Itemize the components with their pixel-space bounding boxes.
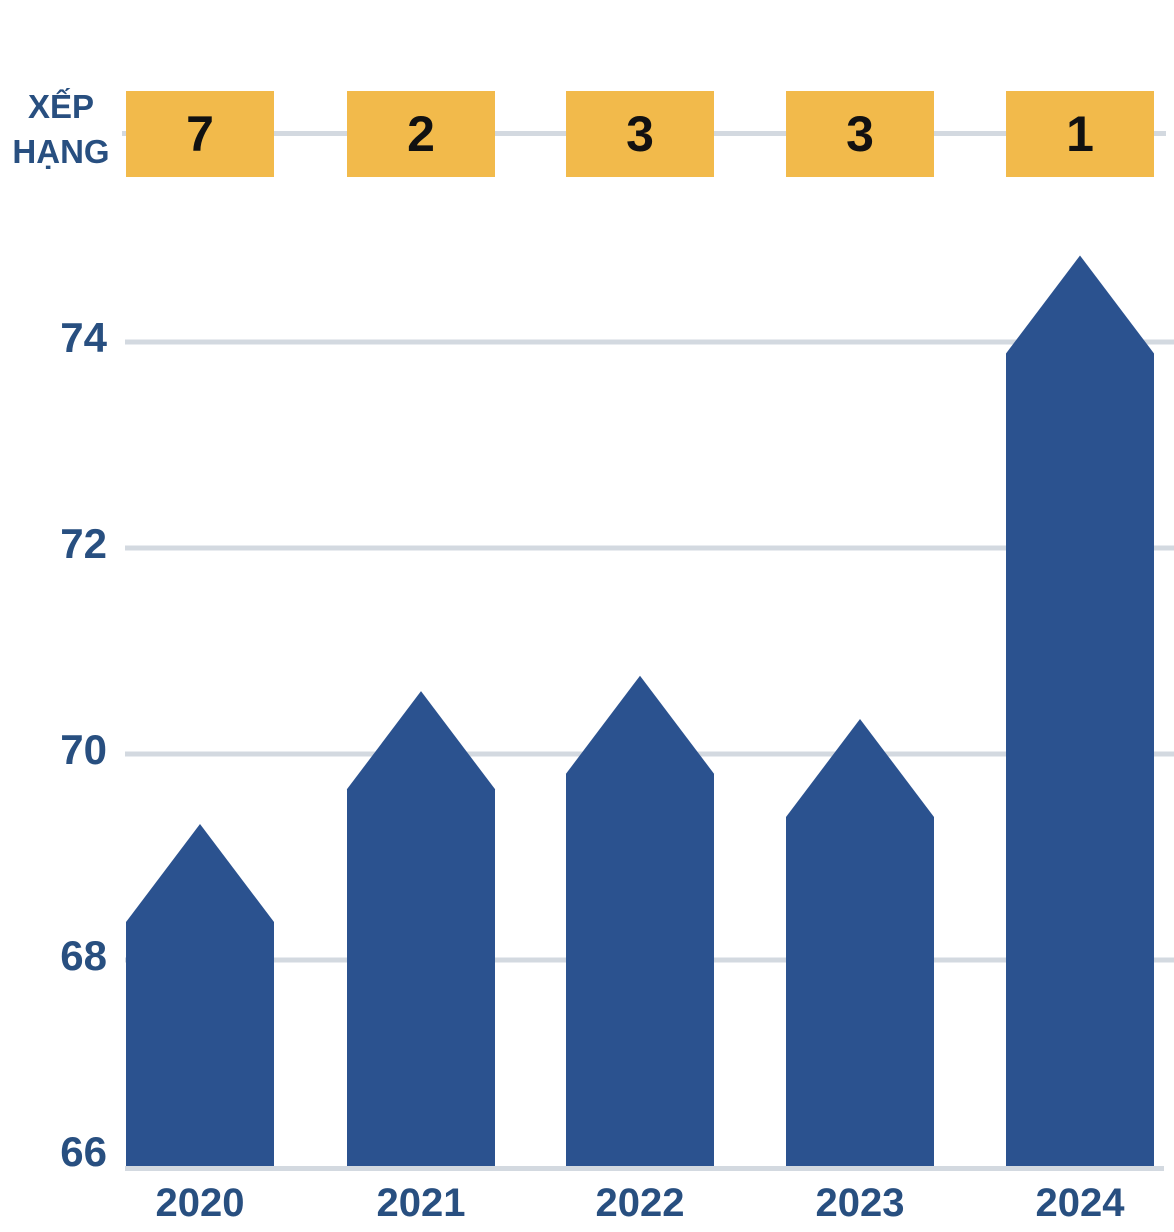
y-tick-label-70: 70 bbox=[60, 726, 107, 773]
rank-box-2024: 1 bbox=[1006, 91, 1154, 177]
bar-2020 bbox=[126, 824, 274, 1166]
rank-box-2021: 2 bbox=[347, 91, 495, 177]
bar-2024 bbox=[1006, 255, 1154, 1167]
x-tick-label-2024: 2024 bbox=[1036, 1181, 1126, 1225]
rank-box-2020: 7 bbox=[126, 91, 274, 177]
x-tick-label-2022: 2022 bbox=[596, 1181, 685, 1225]
x-tick-label-2021: 2021 bbox=[377, 1181, 466, 1225]
x-tick-label-2020: 2020 bbox=[156, 1181, 245, 1225]
grid-line-72 bbox=[125, 545, 1174, 551]
bar-2023 bbox=[786, 718, 934, 1166]
ranking-axis-label: XẾP HẠNG bbox=[0, 84, 122, 174]
y-tick-label-68: 68 bbox=[60, 932, 107, 979]
grid-line-66 bbox=[125, 1166, 1164, 1171]
y-tick-label-74: 74 bbox=[60, 314, 107, 361]
bar-2022 bbox=[566, 675, 714, 1166]
ranking-axis-label-line2: HẠNG bbox=[12, 133, 110, 170]
rank-box-2023: 3 bbox=[786, 91, 934, 177]
y-tick-label-66: 66 bbox=[60, 1128, 107, 1175]
x-tick-label-2023: 2023 bbox=[816, 1181, 905, 1225]
rank-box-2022: 3 bbox=[566, 91, 714, 177]
y-tick-label-72: 72 bbox=[60, 520, 107, 567]
ranking-axis-label-line1: XẾP bbox=[27, 88, 95, 125]
bar-2021 bbox=[347, 691, 495, 1166]
grid-line-74 bbox=[125, 339, 1174, 345]
